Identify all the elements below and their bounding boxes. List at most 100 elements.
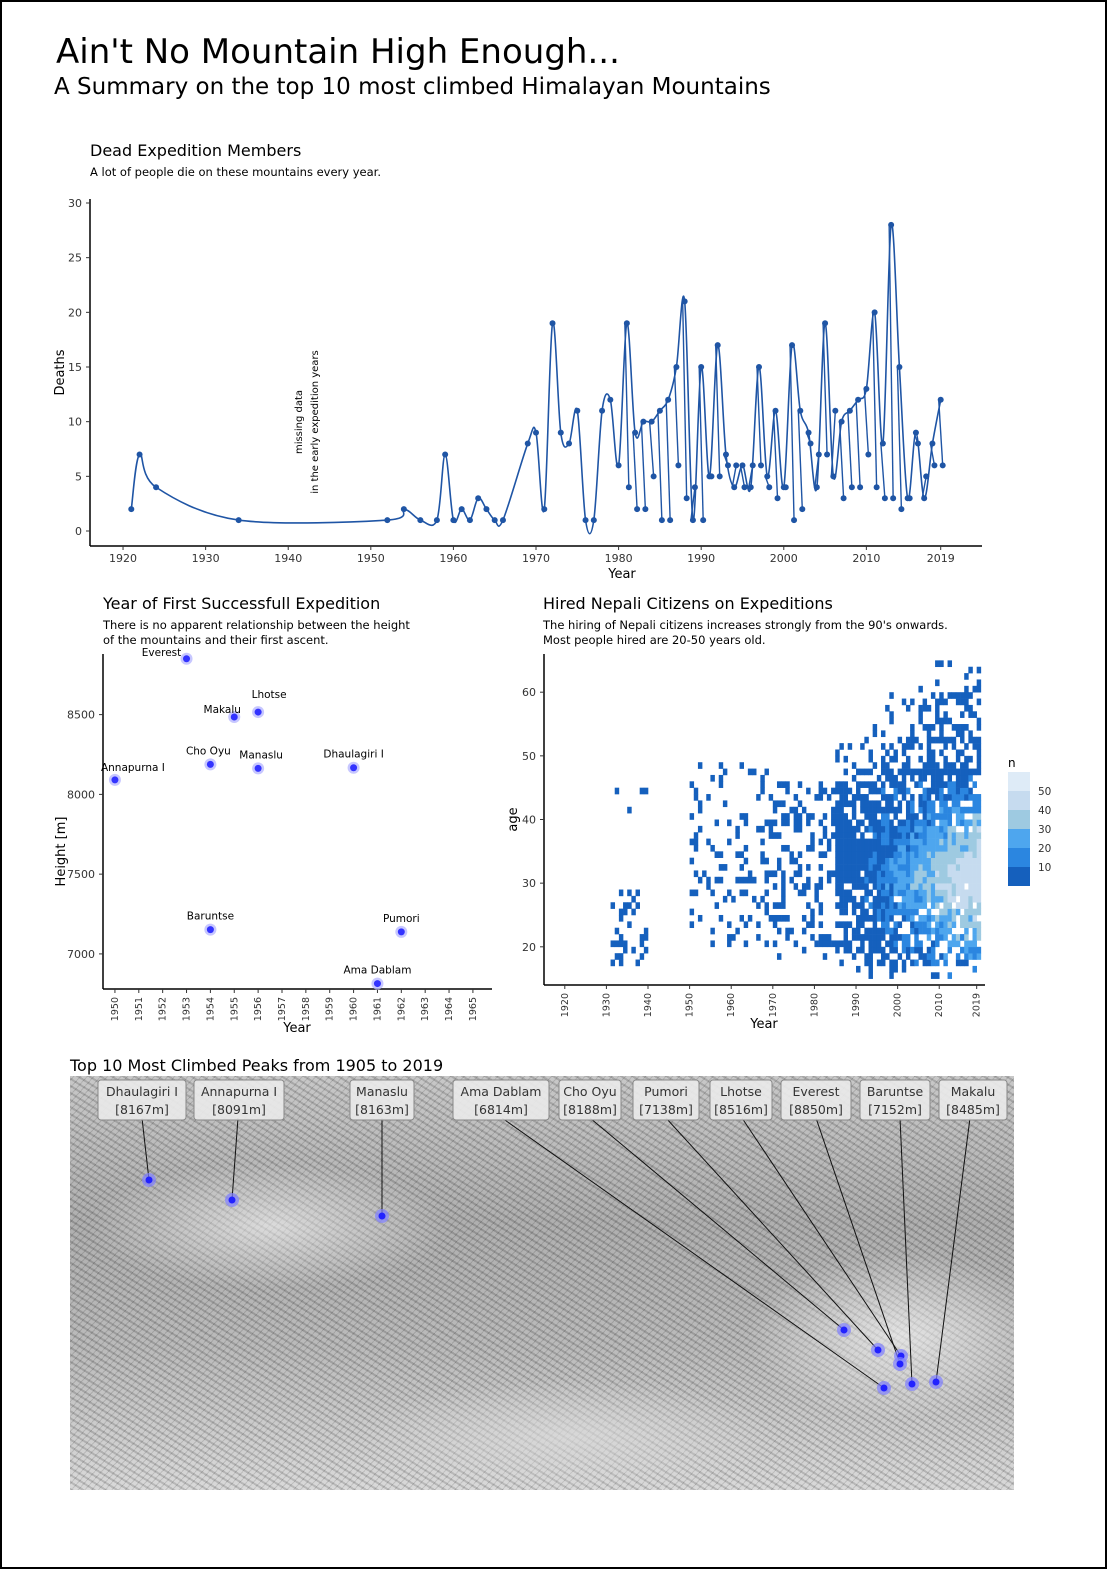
heatmap-cell <box>918 940 923 948</box>
heatmap-cell <box>930 736 936 744</box>
heatmap-cell <box>743 940 749 948</box>
heatmap-cell <box>639 934 645 941</box>
heatmap-cell <box>964 902 969 909</box>
heatmap-cell <box>955 934 961 941</box>
heatmap-cell <box>951 692 957 699</box>
peak-point <box>206 926 214 934</box>
heatmap-cell <box>951 876 957 884</box>
heatmap-cell <box>806 921 811 929</box>
heatmap-cell <box>768 914 774 922</box>
heatmap-cell <box>939 895 944 903</box>
heatmap-cell <box>947 851 953 858</box>
heatmap-cell <box>968 844 973 852</box>
heatmap-cell <box>968 876 973 884</box>
heatmap-cell <box>743 876 749 884</box>
peak-label-box <box>632 1079 700 1121</box>
heatmap-cell <box>885 857 890 865</box>
heatmap-cell <box>797 889 803 897</box>
heatmap-cell <box>889 914 894 922</box>
heatmap-cell <box>972 914 977 922</box>
heatmap-cell <box>964 825 969 833</box>
heatmap-cell <box>801 889 807 897</box>
heatmap-cell <box>964 870 969 878</box>
heatmap-cell <box>856 914 861 922</box>
deaths-swing-line <box>938 399 944 466</box>
heatmap-cell <box>976 908 982 916</box>
heatmap-cell <box>868 959 873 967</box>
heatmap-cell <box>818 940 824 948</box>
heatmap-cell <box>764 940 769 948</box>
heatmap-cell <box>693 870 699 878</box>
heatmap-cell <box>872 857 878 865</box>
heatmap-cell <box>631 908 636 916</box>
heatmap-cell <box>868 934 873 941</box>
heatmap-cell <box>976 864 982 871</box>
heatmap-cell <box>968 889 973 897</box>
heatmap-cell <box>843 825 849 833</box>
heatmap-cell <box>876 800 882 808</box>
heatmap-cell <box>872 813 878 820</box>
heatmap-cell <box>947 832 953 839</box>
heatmap-cell <box>951 851 957 858</box>
heatmap-cell <box>935 711 940 718</box>
heatmap-cell <box>951 857 957 865</box>
heatmap-cell <box>922 883 928 890</box>
heatmap-cell <box>868 787 873 795</box>
heatmap-cell <box>818 876 824 884</box>
heatmap-cell <box>781 876 786 884</box>
heatmap-cell <box>910 946 915 954</box>
peak-label-height: [8516m] <box>714 1102 768 1117</box>
heatmap-cell <box>889 717 894 725</box>
heatmap-cell <box>893 940 898 948</box>
heatmap-cell <box>860 800 865 808</box>
y-axis-title: Deaths <box>53 349 68 395</box>
heatmap-cell <box>964 698 969 706</box>
heatmap-cell <box>960 813 965 820</box>
heatmap-cell <box>880 876 886 884</box>
heatmap-cell <box>955 755 961 763</box>
heatmap-cell <box>760 857 765 865</box>
x-tick-label: 1950 <box>685 993 696 1017</box>
heatmap-cell <box>876 870 882 878</box>
heatmap-cell <box>826 838 832 846</box>
heatmap-cell <box>880 762 886 769</box>
deaths-point <box>475 495 482 502</box>
heatmap-cell <box>910 959 915 967</box>
heatmap-cell <box>822 787 828 795</box>
heatmap-cell <box>918 755 923 763</box>
heatmap-cell <box>814 940 819 948</box>
heatmap-cell <box>964 774 969 782</box>
heatmap-cell <box>772 819 778 827</box>
heatmap-cell <box>935 844 940 852</box>
heatmap-cell <box>893 806 898 814</box>
heatmap-cell <box>976 921 982 929</box>
heatmap-cell <box>885 851 890 858</box>
heatmap-cell <box>893 908 898 916</box>
deaths-swing-line <box>739 465 746 488</box>
heatmap-cell <box>930 749 936 757</box>
heatmap-cell <box>781 883 786 890</box>
heatmap-cell <box>914 934 919 941</box>
heatmap-cell <box>960 724 965 731</box>
heatmap-cell <box>880 743 886 750</box>
heatmap-cell <box>826 940 832 948</box>
heatmap-cell <box>718 864 724 871</box>
heatmap-cell <box>897 870 903 878</box>
heatmap-cell <box>968 692 973 699</box>
heatmap-cell <box>947 774 953 782</box>
heatmap-cell <box>897 921 903 929</box>
heatmap-cell <box>960 889 965 897</box>
deaths-swing-line <box>847 410 853 488</box>
heatmap-cell <box>968 953 973 960</box>
deaths-point <box>153 484 160 491</box>
y-tick-label: 5 <box>75 470 82 483</box>
heatmap-cell <box>718 876 724 884</box>
heatmap-cell <box>972 844 977 852</box>
heatmap-cell <box>901 959 907 967</box>
heatmap-cell <box>910 800 915 808</box>
heatmap-cell <box>889 965 894 973</box>
heatmap-cell <box>947 692 953 699</box>
heatmap-cell <box>939 832 944 839</box>
heatmap-cell <box>760 781 765 788</box>
heatmap-cell <box>943 870 948 878</box>
